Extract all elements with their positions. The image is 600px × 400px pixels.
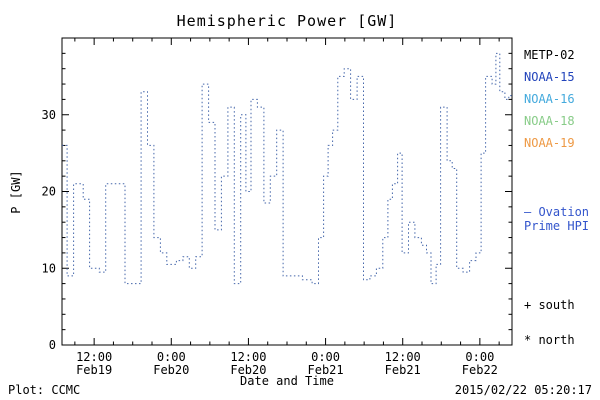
x-tick-date-label: Feb21 xyxy=(308,363,344,377)
y-tick-label: 10 xyxy=(42,261,56,275)
x-tick-time-label: 0:00 xyxy=(157,350,186,364)
model-legend-line2: Prime HPI xyxy=(524,219,590,233)
x-tick-date-label: Feb21 xyxy=(385,363,421,377)
x-tick-time-label: 0:00 xyxy=(465,350,494,364)
x-tick-time-label: 0:00 xyxy=(311,350,340,364)
plot-timestamp: 2015/02/22 05:20:17 xyxy=(454,383,592,397)
chart-title: Hemispheric Power [GW] xyxy=(176,12,398,30)
y-tick-label: 0 xyxy=(49,338,56,352)
x-tick-date-label: Feb20 xyxy=(153,363,189,377)
south-marker-legend: + south xyxy=(524,298,575,312)
x-tick-date-label: Feb20 xyxy=(230,363,266,377)
plot-frame xyxy=(61,37,513,346)
hpi-step-line xyxy=(62,52,512,285)
model-legend-line1: – Ovation xyxy=(524,205,590,219)
x-tick-date-label: Feb22 xyxy=(462,363,498,377)
y-tick-label: 20 xyxy=(42,185,56,199)
plot-source-label: Plot: CCMC xyxy=(8,383,81,397)
legend-item-noaa-19: NOAA-19 xyxy=(524,136,575,150)
model-legend: – Ovation Prime HPI xyxy=(524,205,589,233)
legend-item-noaa-15: NOAA-15 xyxy=(524,70,575,84)
y-tick-label: 30 xyxy=(42,108,56,122)
x-axis-label: Date and Time xyxy=(240,374,334,388)
x-tick-date-label: Feb19 xyxy=(76,363,112,377)
legend-item-noaa-18: NOAA-18 xyxy=(524,114,575,128)
x-tick-time-label: 12:00 xyxy=(385,350,421,364)
x-axis-ticks: 12:00Feb190:00Feb2012:00Feb200:00Feb2112… xyxy=(74,38,500,377)
x-tick-time-label: 12:00 xyxy=(76,350,112,364)
north-marker-legend: * north xyxy=(524,333,575,347)
legend-item-noaa-16: NOAA-16 xyxy=(524,92,575,106)
satellite-legend: METP-02 NOAA-15 NOAA-16 NOAA-18 NOAA-19 xyxy=(524,44,575,154)
x-tick-time-label: 12:00 xyxy=(230,350,266,364)
legend-item-metp-02: METP-02 xyxy=(524,48,575,62)
y-axis-ticks: 0 10 20 30 xyxy=(42,52,512,352)
